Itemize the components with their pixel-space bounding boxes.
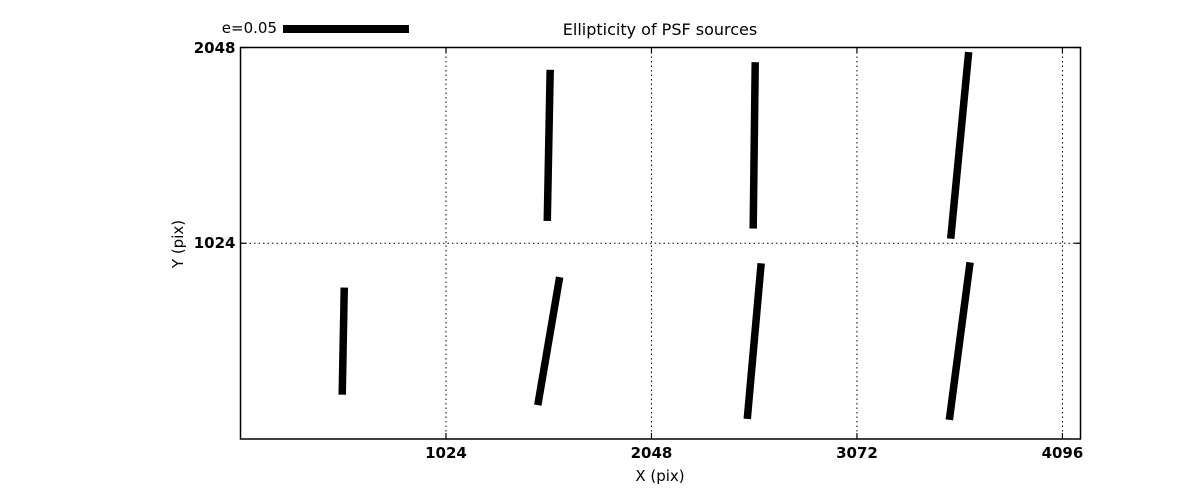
ellipticity-whisker	[945, 261, 974, 421]
quiver-key-bar	[283, 25, 409, 33]
ellipticity-whisker	[946, 51, 973, 240]
ellipticity-whisker	[543, 69, 554, 222]
chart-title: Ellipticity of PSF sources	[562, 20, 758, 39]
x-tick-label: 4096	[1041, 444, 1084, 462]
y-tick-label: 2048	[193, 38, 236, 57]
ellipticity-whisker	[338, 287, 349, 395]
quiver-key-label: e=0.05	[221, 19, 277, 37]
x-tick-label: 3072	[836, 444, 878, 462]
x-axis-label: X (pix)	[635, 467, 685, 485]
ellipticity-whisker	[749, 62, 759, 229]
x-tick-label: 2048	[630, 444, 673, 462]
y-tick-label: 1024	[193, 234, 236, 253]
ellipticity-whisker	[743, 262, 765, 420]
x-tick-label: 1024	[425, 444, 467, 462]
ellipticity-whisker	[534, 276, 564, 406]
